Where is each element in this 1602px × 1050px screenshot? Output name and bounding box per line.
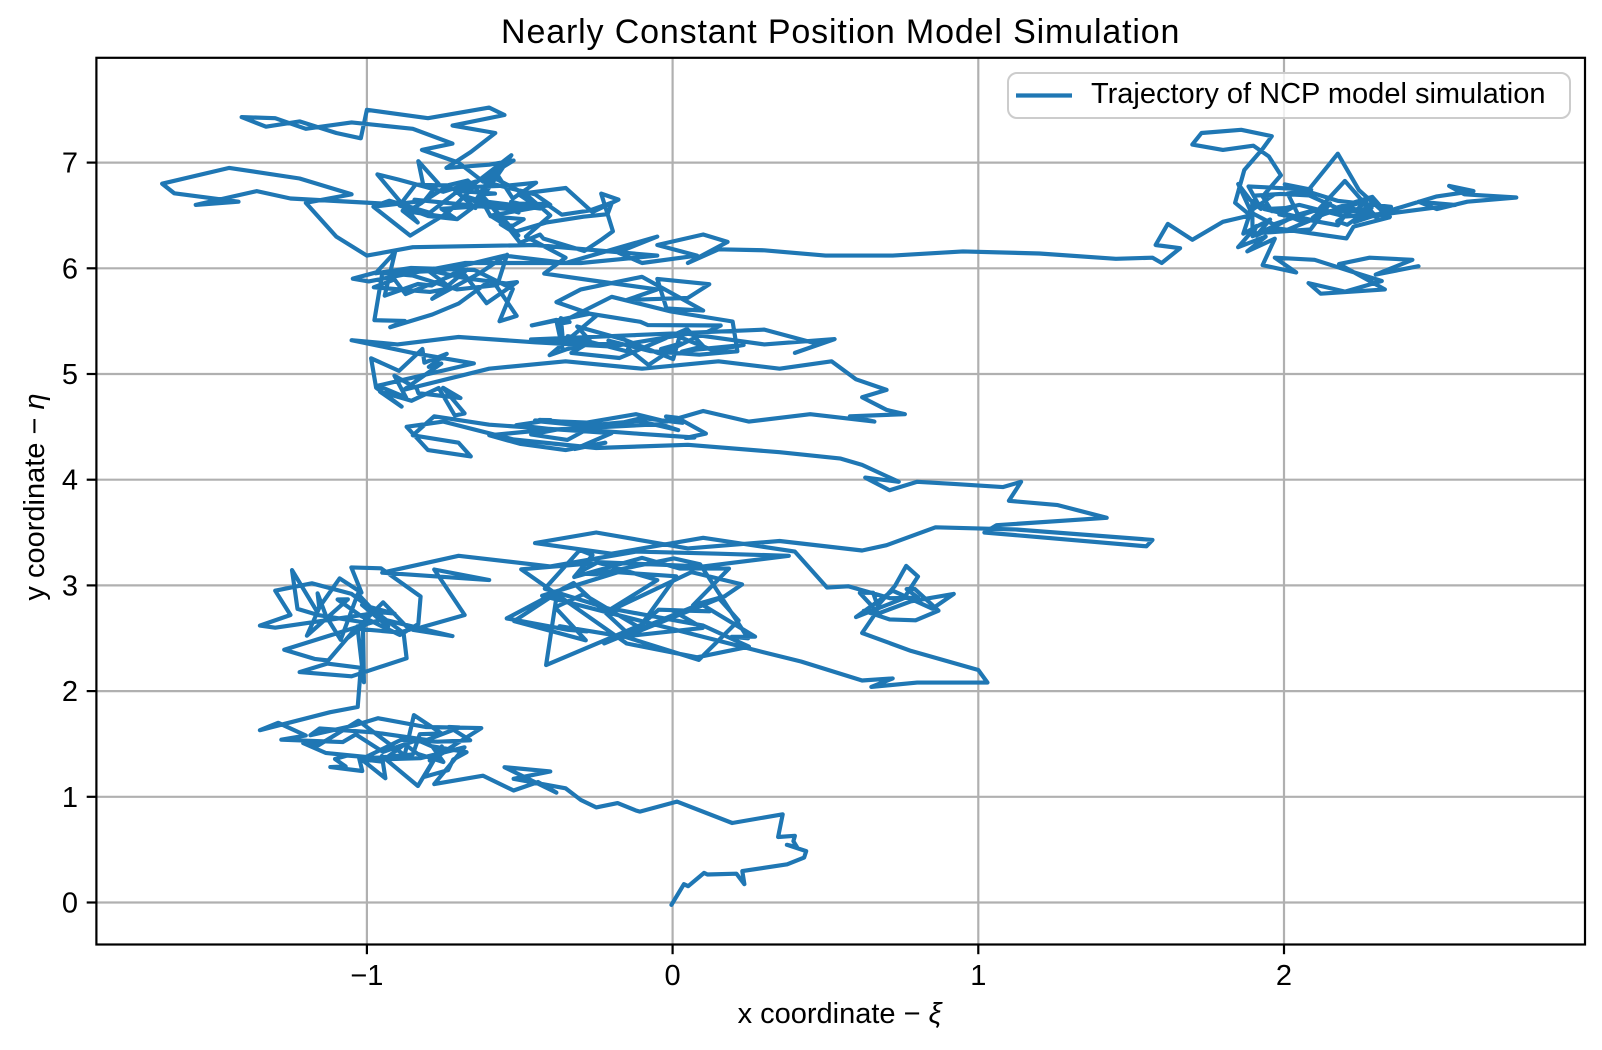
svg-text:1: 1: [970, 960, 986, 992]
svg-text:x coordinate − ξ: x coordinate − ξ: [738, 998, 944, 1030]
svg-text:−1: −1: [350, 960, 383, 992]
svg-text:5: 5: [62, 359, 78, 391]
svg-text:4: 4: [62, 465, 78, 497]
svg-text:0: 0: [62, 888, 78, 920]
svg-text:y coordinate − η: y coordinate − η: [19, 393, 51, 600]
svg-text:3: 3: [62, 570, 78, 602]
svg-text:0: 0: [665, 960, 681, 992]
svg-text:7: 7: [62, 148, 78, 180]
svg-text:1: 1: [62, 782, 78, 814]
svg-text:Nearly Constant Position Model: Nearly Constant Position Model Simulatio…: [501, 13, 1180, 51]
svg-text:2: 2: [1276, 960, 1292, 992]
svg-text:Trajectory of NCP model simula: Trajectory of NCP model simulation: [1091, 78, 1546, 110]
svg-text:6: 6: [62, 253, 78, 285]
svg-text:2: 2: [62, 676, 78, 708]
